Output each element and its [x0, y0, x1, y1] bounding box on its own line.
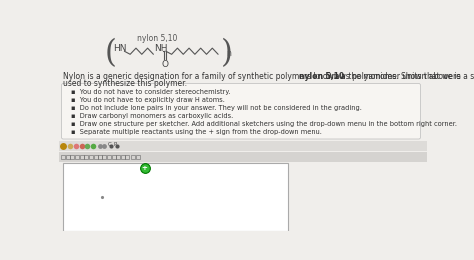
Text: +: +	[142, 165, 147, 171]
Text: n: n	[227, 49, 231, 58]
Bar	[59, 141, 427, 151]
Text: (: (	[104, 38, 116, 69]
Text: ▪  Do not include lone pairs in your answer. They will not be considered in the : ▪ Do not include lone pairs in your answ…	[71, 105, 362, 111]
Text: nylon 5,10: nylon 5,10	[137, 34, 177, 43]
Text: Nylon is a generic designation for a family of synthetic polymers known as polya: Nylon is a generic designation for a fam…	[63, 72, 474, 81]
Text: ▪  You do not have to consider stereochemistry.: ▪ You do not have to consider stereochem…	[71, 89, 230, 95]
Text: O: O	[162, 60, 168, 69]
Bar	[59, 152, 427, 162]
Text: nylon 5,10: nylon 5,10	[299, 72, 345, 81]
Text: HN: HN	[113, 43, 126, 53]
FancyBboxPatch shape	[62, 83, 420, 139]
Text: . Draw the monomer units that were: . Draw the monomer units that were	[321, 72, 461, 81]
Text: ▪  Draw one structure per sketcher. Add additional sketchers using the drop-down: ▪ Draw one structure per sketcher. Add a…	[71, 121, 457, 127]
Text: P: P	[113, 142, 117, 147]
Text: NH: NH	[154, 43, 168, 53]
Text: C: C	[108, 142, 111, 147]
Text: ▪  Separate multiple reactants using the + sign from the drop-down menu.: ▪ Separate multiple reactants using the …	[71, 129, 322, 135]
Text: used to synthesize this polymer.: used to synthesize this polymer.	[63, 79, 187, 88]
Text: ▪  You do not have to explicitly draw H atoms.: ▪ You do not have to explicitly draw H a…	[71, 97, 225, 103]
Text: ▪  Draw carbonyl monomers as carboxylic acids.: ▪ Draw carbonyl monomers as carboxylic a…	[71, 113, 233, 119]
Text: ): )	[220, 38, 232, 69]
Bar	[63, 163, 288, 231]
